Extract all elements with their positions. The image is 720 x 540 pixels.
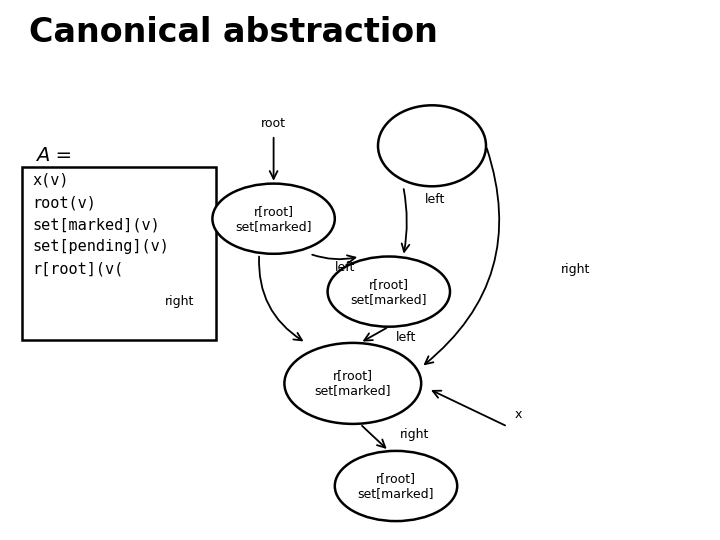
Ellipse shape <box>335 451 457 521</box>
Text: A =: A = <box>36 146 72 165</box>
Text: left: left <box>335 261 355 274</box>
Ellipse shape <box>212 184 335 254</box>
Text: Canonical abstraction: Canonical abstraction <box>29 16 438 49</box>
Text: r[root]
set[marked]: r[root] set[marked] <box>358 472 434 500</box>
Text: r[root]
set[marked]: r[root] set[marked] <box>351 278 427 306</box>
Ellipse shape <box>378 105 486 186</box>
Text: x(v)
root(v)
set[marked](v)
set[pending](v)
r[root](v(: x(v) root(v) set[marked](v) set[pending]… <box>32 173 169 276</box>
Text: right: right <box>166 294 194 308</box>
Text: left: left <box>425 193 445 206</box>
Text: right: right <box>400 428 429 441</box>
Text: right: right <box>562 264 590 276</box>
Text: r[root]
set[marked]: r[root] set[marked] <box>235 205 312 233</box>
Ellipse shape <box>284 343 421 424</box>
Text: root: root <box>261 117 286 130</box>
Ellipse shape <box>328 256 450 327</box>
FancyBboxPatch shape <box>22 167 216 340</box>
Text: r[root]
set[marked]: r[root] set[marked] <box>315 369 391 397</box>
Text: x: x <box>515 408 522 421</box>
Text: left: left <box>396 331 416 344</box>
